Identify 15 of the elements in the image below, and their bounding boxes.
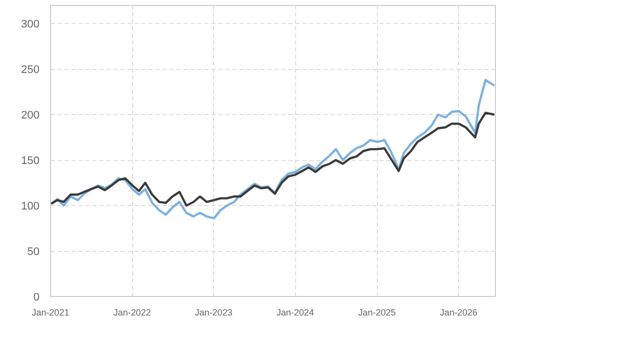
line-series bbox=[50, 112, 496, 207]
y-tick-label: 300 bbox=[21, 18, 40, 31]
y-tick-label: 150 bbox=[21, 155, 40, 168]
x-tick-label: Jan-2025 bbox=[358, 308, 396, 318]
x-tick-label: Jan-2021 bbox=[32, 308, 70, 318]
x-tick-label: Jan-2024 bbox=[276, 308, 314, 318]
y-tick-label: 250 bbox=[21, 64, 40, 76]
x-tick-label: Jan-2022 bbox=[113, 308, 151, 318]
y-tick-label: 200 bbox=[21, 110, 40, 122]
x-tick-label: Jan-2023 bbox=[194, 308, 232, 318]
y-tick-label: 100 bbox=[21, 200, 40, 213]
y-tick-label: 0 bbox=[33, 292, 40, 304]
line-series bbox=[50, 78, 496, 220]
y-tick-label: 50 bbox=[27, 246, 40, 258]
x-tick-label: Jan-2026 bbox=[440, 308, 478, 318]
